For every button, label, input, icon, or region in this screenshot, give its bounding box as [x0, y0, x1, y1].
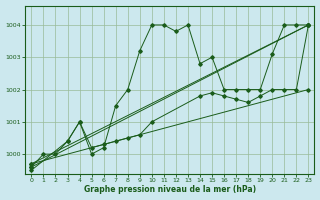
- X-axis label: Graphe pression niveau de la mer (hPa): Graphe pression niveau de la mer (hPa): [84, 185, 256, 194]
